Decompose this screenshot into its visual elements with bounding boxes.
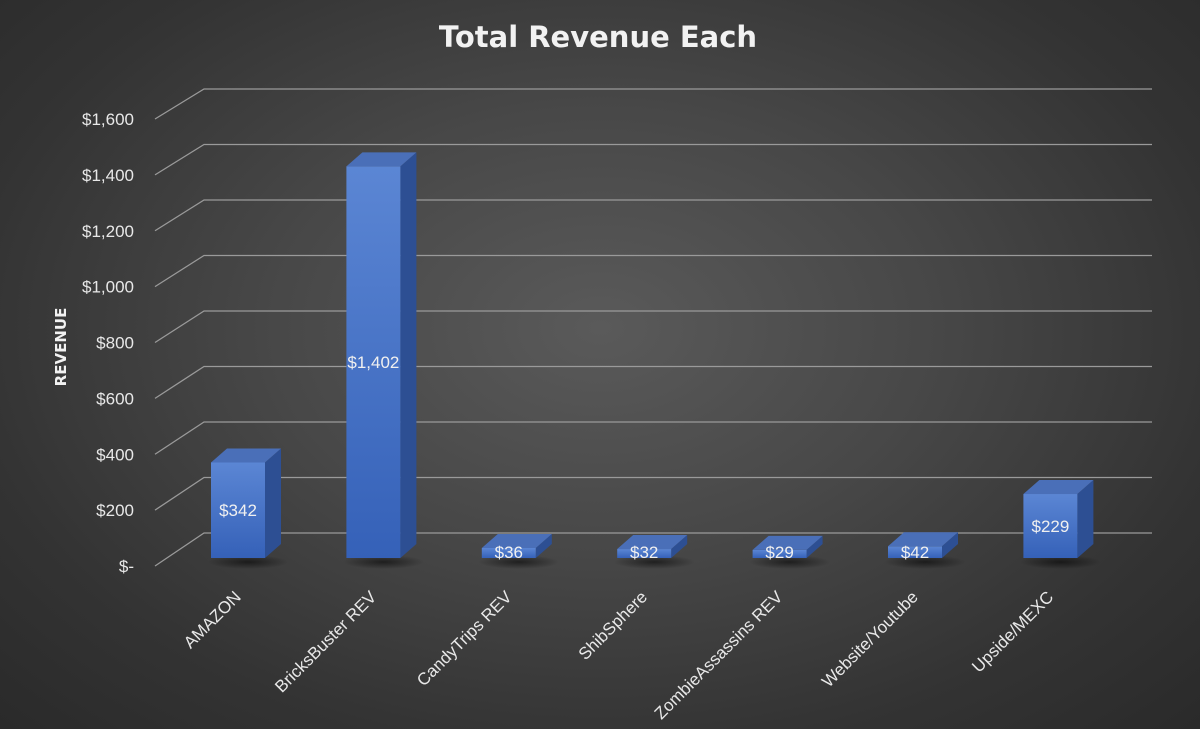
x-category-label: ZombieAssassins REV: [651, 587, 787, 723]
bar: [749, 535, 831, 569]
gridline: [154, 476, 1152, 511]
data-labels: $342 $1,402 $36 $32 $29 $42 $229: [219, 353, 1069, 562]
gridline: [154, 143, 1152, 176]
y-tick-label: $400: [96, 445, 134, 464]
y-tick-label: $1,200: [82, 222, 134, 241]
bar: [342, 152, 424, 569]
y-tick-label: $1,000: [82, 278, 134, 297]
x-category-label: Upside/MEXC: [968, 587, 1057, 676]
gridline: [154, 199, 1152, 232]
x-category-label: BricksBuster REV: [271, 587, 380, 696]
gridline: [154, 421, 1152, 455]
gridline: [154, 310, 1152, 344]
data-label: $29: [765, 543, 793, 562]
y-tick-label: $1,600: [82, 110, 134, 129]
data-label: $32: [630, 543, 658, 562]
data-label: $342: [219, 501, 257, 520]
x-category-label: AMAZON: [180, 587, 245, 652]
bar: [207, 448, 289, 569]
y-axis-ticks: $- $200 $400 $600 $800 $1,000 $1,200 $1,400 $1,6…: [82, 110, 134, 576]
y-tick-label: $-: [119, 557, 134, 576]
bars: [207, 152, 1101, 569]
bar: [884, 532, 966, 569]
x-category-label: Website/Youtube: [818, 587, 922, 691]
x-axis-categories: AMAZON BricksBuster REV CandyTrips REV Shib…: [180, 587, 1057, 723]
x-category-label: CandyTrips REV: [413, 587, 516, 690]
gridline: [154, 365, 1152, 399]
gridline: [154, 88, 1152, 120]
y-axis-title: REVENUE: [52, 308, 70, 387]
data-label: $42: [901, 543, 929, 562]
y-tick-label: $600: [96, 389, 134, 408]
gridline: [154, 254, 1152, 288]
y-tick-label: $1,400: [82, 166, 134, 185]
gridlines: [154, 88, 1152, 567]
x-category-label: ShibSphere: [575, 587, 651, 663]
gridline: [154, 532, 1152, 567]
data-label: $229: [1031, 517, 1069, 536]
y-tick-label: $200: [96, 501, 134, 520]
data-label: $1,402: [347, 353, 399, 372]
bar: [613, 535, 695, 569]
bar: [478, 533, 560, 569]
chart-title: Total Revenue Each: [439, 20, 757, 54]
data-label: $36: [495, 543, 523, 562]
y-tick-label: $800: [96, 334, 134, 353]
bar: [1019, 480, 1101, 569]
